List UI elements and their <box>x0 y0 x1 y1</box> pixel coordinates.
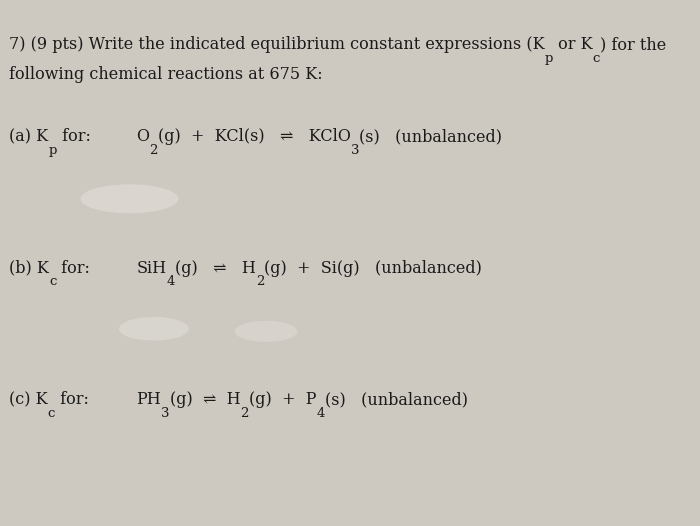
Text: for:: for: <box>57 128 90 145</box>
Text: c: c <box>593 52 600 65</box>
Text: 2: 2 <box>240 407 248 420</box>
Text: (c) K: (c) K <box>9 391 48 408</box>
Text: (a) K: (a) K <box>9 128 48 145</box>
Text: p: p <box>545 52 553 65</box>
Text: 2: 2 <box>256 276 264 288</box>
Text: for:: for: <box>56 260 90 277</box>
Text: (g)  +  KCl(s)   ⇌   KClO: (g) + KCl(s) ⇌ KClO <box>158 128 351 145</box>
Text: 4: 4 <box>167 276 175 288</box>
Text: or K: or K <box>553 36 593 53</box>
Text: (g)  +  P: (g) + P <box>248 391 316 408</box>
Text: 3: 3 <box>161 407 169 420</box>
Text: for:: for: <box>55 391 89 408</box>
Text: SiH: SiH <box>136 260 167 277</box>
Text: (s)   (unbalanced): (s) (unbalanced) <box>359 128 502 145</box>
Text: (s)   (unbalanced): (s) (unbalanced) <box>325 391 468 408</box>
Text: PH: PH <box>136 391 161 408</box>
Text: 3: 3 <box>351 144 359 157</box>
Text: following chemical reactions at 675 K:: following chemical reactions at 675 K: <box>9 66 323 83</box>
Text: O: O <box>136 128 150 145</box>
Text: (g)   ⇌   H: (g) ⇌ H <box>175 260 256 277</box>
Text: ) for the: ) for the <box>600 36 666 53</box>
Ellipse shape <box>234 321 298 342</box>
Text: 7) (9 pts) Write the indicated equilibrium constant expressions (K: 7) (9 pts) Write the indicated equilibri… <box>9 36 545 53</box>
Text: c: c <box>49 276 56 288</box>
Text: c: c <box>48 407 55 420</box>
Ellipse shape <box>80 185 178 213</box>
Text: (b) K: (b) K <box>9 260 49 277</box>
Text: (g)  ⇌  H: (g) ⇌ H <box>169 391 240 408</box>
Text: 2: 2 <box>150 144 158 157</box>
Ellipse shape <box>119 317 189 341</box>
Text: 4: 4 <box>316 407 325 420</box>
Text: (g)  +  Si(g)   (unbalanced): (g) + Si(g) (unbalanced) <box>264 260 482 277</box>
Text: p: p <box>48 144 57 157</box>
